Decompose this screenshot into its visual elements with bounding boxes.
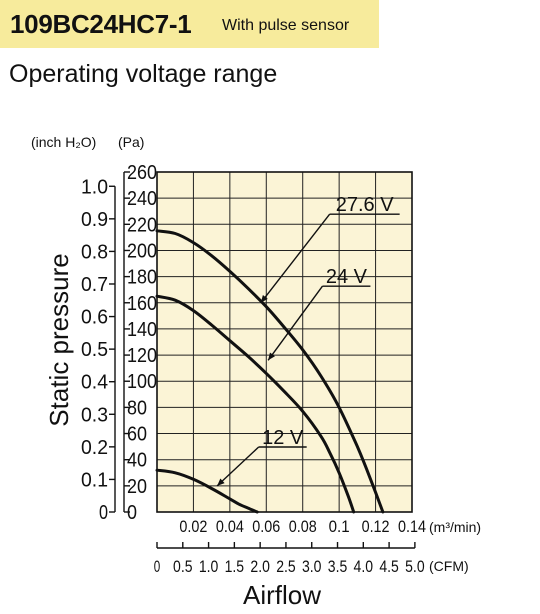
m3-tick-label: 0.06 (252, 517, 280, 536)
cfm-tick-label: 4.0 (354, 557, 374, 576)
inch-tick-label: 0.9 (81, 209, 108, 231)
pa-tick-label: 100 (127, 371, 157, 393)
m3-tick-label: 0.1 (329, 517, 350, 536)
inch-unit-label: (inch H₂O) (31, 134, 96, 150)
cfm-tick-label: 0.5 (173, 557, 193, 576)
cfm-tick-label: 0 (154, 557, 161, 576)
inch-tick-label: 1.0 (81, 176, 108, 198)
cfm-tick-label: 2.0 (250, 557, 270, 576)
m3-tick-label: 0.14 (398, 517, 426, 536)
series-curve-2 (155, 468, 259, 514)
pa-tick-label: 60 (127, 424, 147, 446)
chart-subtitle: Operating voltage range (9, 60, 278, 88)
m3-tick-label: 0.08 (289, 517, 317, 536)
pa-tick-label: 120 (127, 345, 157, 367)
inch-tick-label: 0.6 (81, 307, 108, 329)
plot-area (157, 172, 412, 512)
pa-tick-label: 260 (127, 162, 157, 184)
pa-tick-label: 180 (127, 267, 157, 289)
pa-tick-label: 220 (127, 214, 157, 236)
series-label-1: 24 V (326, 266, 368, 288)
pa-tick-label: 240 (127, 188, 157, 210)
cfm-unit-label: (CFM) (429, 558, 469, 574)
model-number: 109BC24HC7-1 (10, 9, 192, 39)
series-pointer-arrow (260, 295, 268, 303)
cfm-tick-label: 3.5 (328, 557, 348, 576)
pa-tick-label: 20 (127, 476, 147, 498)
m3-unit-label: (m³/min) (429, 519, 481, 535)
pa-tick-label: 80 (127, 397, 147, 419)
y-axis-title: Static pressure (44, 253, 74, 426)
series-pointer-arrow (268, 352, 275, 361)
series-label-2: 12 V (262, 427, 304, 449)
plot-frame (156, 171, 413, 513)
model-note: With pulse sensor (222, 17, 350, 34)
series-pointer-line (216, 446, 260, 487)
cfm-tick-label: 5.0 (405, 557, 425, 576)
inch-tick-label: 0.5 (81, 339, 108, 361)
series-pointer-line (267, 285, 323, 361)
pa-tick-label: 0 (127, 502, 137, 524)
inch-tick-label: 0.8 (81, 241, 108, 263)
pa-tick-label: 160 (127, 293, 157, 315)
inch-tick-label: 0.1 (81, 469, 108, 491)
pa-tick-label: 140 (127, 319, 157, 341)
cfm-tick-label: 1.0 (199, 557, 219, 576)
series-curve-0 (155, 229, 385, 514)
pa-unit-label: (Pa) (118, 134, 144, 150)
m3-tick-label: 0.04 (216, 517, 244, 536)
series-curve-1 (155, 294, 356, 514)
m3-tick-label: 0.12 (362, 517, 390, 536)
title-bar: 109BC24HC7-1 With pulse sensor (0, 0, 379, 48)
inch-tick-label: 0.2 (81, 437, 108, 459)
inch-tick-label: 0.3 (81, 404, 108, 426)
series-pointer-line (260, 213, 331, 304)
inch-tick-label: 0.4 (81, 372, 108, 394)
pa-tick-label: 40 (127, 450, 147, 472)
cfm-tick-label: 1.5 (225, 557, 245, 576)
series-label-0: 27.6 V (336, 194, 394, 216)
inch-tick-label: 0.7 (81, 274, 108, 296)
cfm-tick-label: 2.5 (276, 557, 296, 576)
pa-tick-label: 200 (127, 240, 157, 262)
cfm-tick-label: 4.5 (379, 557, 399, 576)
x-axis-title: Airflow (243, 580, 321, 610)
m3-tick-label: 0.02 (179, 517, 207, 536)
inch-tick-label: 0 (99, 502, 108, 524)
cfm-tick-label: 3.0 (302, 557, 322, 576)
series-pointer-arrow (217, 478, 225, 486)
